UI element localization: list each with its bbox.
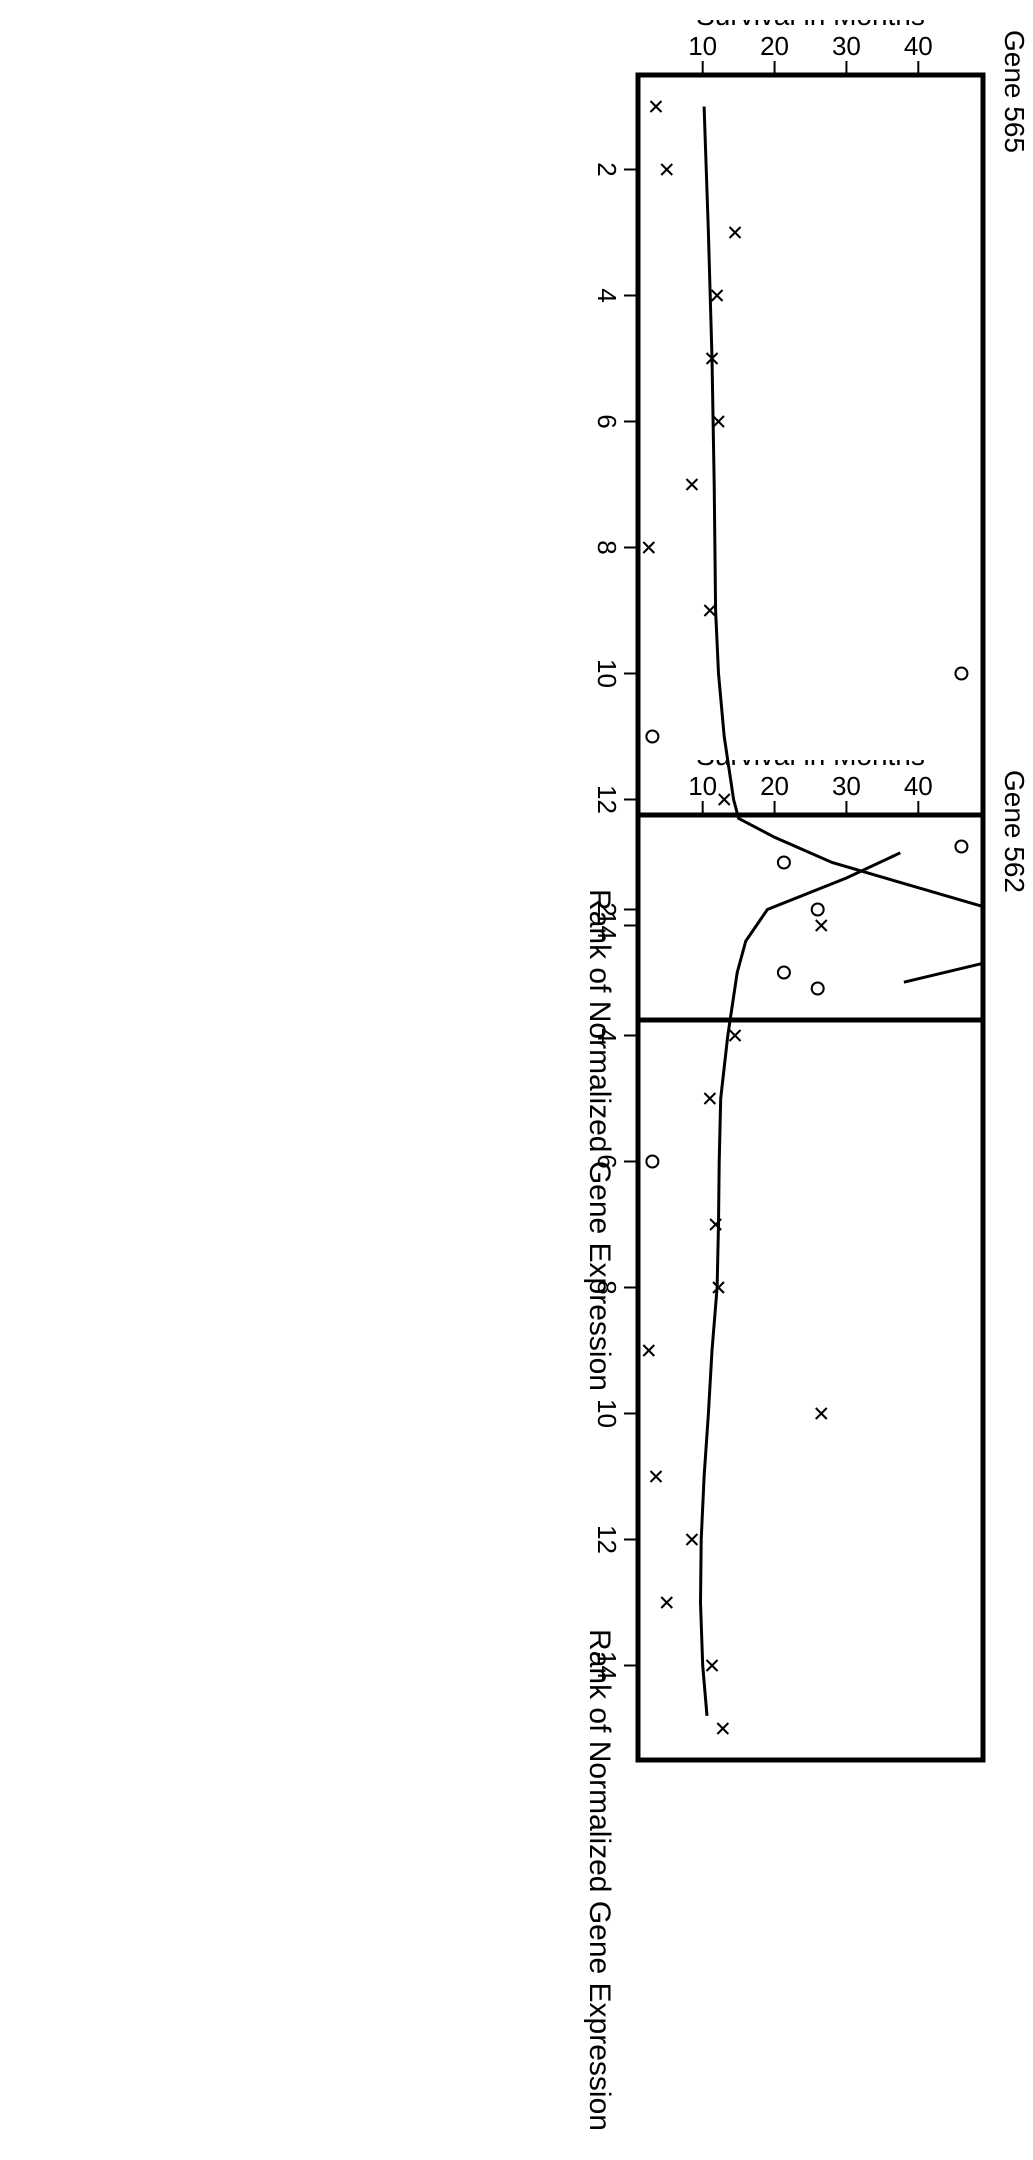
- data-point-x: [728, 1029, 742, 1042]
- data-point-x: [703, 604, 717, 617]
- x-tick-label: 10: [592, 1399, 622, 1428]
- data-point-x: [712, 415, 725, 428]
- x-tick-label: 6: [592, 1154, 622, 1168]
- y-tick-label: 20: [760, 771, 789, 801]
- chart-title: Gene 565: [999, 30, 1030, 153]
- data-point-x: [685, 478, 699, 491]
- data-point-x: [815, 1407, 828, 1420]
- data-point-o: [954, 666, 969, 681]
- y-tick-label: 40: [904, 31, 933, 61]
- data-point-o: [810, 981, 825, 996]
- chart-panel-gene-562: Gene 562 2 4 6 8 10 12 14 10 20 30 40 Rank of Normal…: [573, 740, 1033, 2160]
- chart-svg: Gene 565 2 4 6 8 10 12 14 10 20 30 40 Rank of Normal…: [583, 0, 1030, 1391]
- x-marker-stroke: [642, 1344, 655, 1357]
- x-marker-stroke: [728, 1029, 742, 1042]
- data-point-o: [776, 965, 791, 980]
- x-tick-label: 12: [592, 1525, 622, 1554]
- y-tick-label: 30: [832, 31, 861, 61]
- y-axis-title: Survival in Months: [696, 20, 925, 31]
- data-point-x: [642, 541, 655, 554]
- x-marker-stroke: [718, 793, 731, 806]
- x-tick-label: 10: [592, 659, 622, 688]
- data-point-x: [718, 793, 731, 806]
- figure-page: Gene 565 2 4 6 8 10 12 14 10 20 30 40 Rank of Normal…: [573, 0, 1033, 2131]
- chart-panel-gene-565: Gene 565 2 4 6 8 10 12 14 10 20 30 40 Rank of Normal…: [573, 0, 1033, 1420]
- x-tick-label: 12: [592, 785, 622, 814]
- x-marker-stroke: [642, 541, 655, 554]
- data-point-x: [705, 1659, 719, 1672]
- chart-svg: Gene 562 2 4 6 8 10 12 14 10 20 30 40 Rank of Normal…: [583, 740, 1030, 2131]
- data-point-x: [703, 1092, 717, 1105]
- data-point-x: [685, 1533, 699, 1546]
- data-point-o: [810, 902, 825, 917]
- x-tick-label: 4: [592, 1028, 622, 1042]
- data-point-o: [645, 729, 660, 744]
- data-point-x: [815, 919, 828, 932]
- x-axis-title: Rank of Normalized Gene Expression: [583, 889, 616, 1391]
- data-point-x: [642, 1344, 655, 1357]
- x-marker-stroke: [685, 478, 699, 491]
- loess-fit-line: [702, 106, 984, 909]
- x-tick-label: 6: [592, 414, 622, 428]
- data-point-o: [645, 1154, 660, 1169]
- x-axis-title: Rank of Normalized Gene Expression: [583, 1629, 616, 2131]
- x-marker-stroke: [728, 226, 742, 239]
- y-tick-label: 10: [688, 31, 717, 61]
- y-tick-label: 20: [760, 31, 789, 61]
- x-marker-stroke: [815, 919, 828, 932]
- x-tick-label: 2: [592, 902, 622, 916]
- plot-frame: [635, 812, 986, 1763]
- y-tick-label: 40: [904, 771, 933, 801]
- data-point-x: [649, 1470, 663, 1483]
- x-marker-stroke: [710, 289, 724, 302]
- data-point-o: [776, 855, 791, 870]
- x-marker-stroke: [660, 163, 673, 176]
- data-point-x: [716, 1722, 730, 1735]
- x-tick-label: 8: [592, 1280, 622, 1294]
- x-marker-stroke: [712, 415, 725, 428]
- x-marker-stroke: [649, 100, 663, 113]
- y-tick-label: 10: [688, 771, 717, 801]
- data-point-x: [660, 1596, 673, 1609]
- chart-title: Gene 562: [999, 770, 1030, 893]
- x-tick-label: 8: [592, 540, 622, 554]
- data-point-o: [954, 839, 969, 854]
- data-point-x: [649, 100, 663, 113]
- x-tick-label: 2: [592, 162, 622, 176]
- data-point-x: [728, 226, 742, 239]
- plot-frame: [635, 72, 986, 1023]
- x-tick-label: 4: [592, 288, 622, 302]
- x-marker-stroke: [815, 1407, 828, 1420]
- data-point-x: [660, 163, 673, 176]
- loess-fit-line: [903, 961, 984, 984]
- x-tick-label: 14: [592, 911, 622, 940]
- y-axis-title: Survival in Months: [696, 760, 925, 771]
- y-tick-label: 30: [832, 771, 861, 801]
- x-marker-stroke: [703, 1092, 717, 1105]
- loess-fit-line: [698, 851, 901, 1717]
- x-marker-stroke: [703, 604, 717, 617]
- data-point-x: [710, 289, 724, 302]
